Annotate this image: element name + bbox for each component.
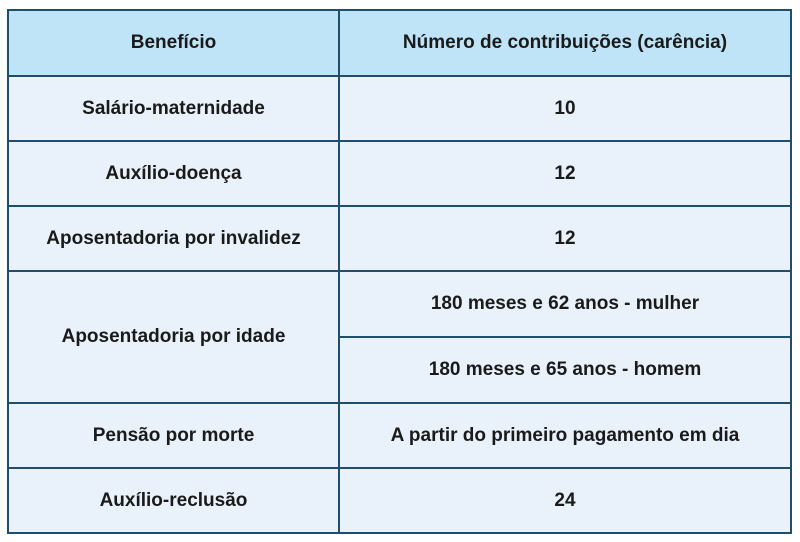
cell-carencia: 12 bbox=[338, 205, 792, 272]
table-row: Salário-maternidade 10 bbox=[7, 75, 792, 142]
table-row: 180 meses e 65 anos - homem bbox=[8, 336, 792, 404]
cell-carencia: 24 bbox=[338, 467, 792, 534]
table-row: Pensão por morte A partir do primeiro pa… bbox=[7, 402, 792, 469]
cell-beneficio: Salário-maternidade bbox=[7, 75, 340, 142]
cell-carencia: 10 bbox=[338, 75, 792, 142]
table-row: Aposentadoria por idade 180 meses e 62 a… bbox=[7, 270, 792, 404]
cell-beneficio: Auxílio-doença bbox=[7, 140, 340, 207]
benefits-table: Benefício Número de contribuições (carên… bbox=[7, 9, 792, 534]
header-beneficio: Benefício bbox=[7, 9, 340, 77]
cell-carencia: 180 meses e 62 anos - mulher bbox=[338, 270, 792, 338]
table-row: Aposentadoria por invalidez 12 bbox=[7, 205, 792, 272]
table-row: Auxílio-doença 12 bbox=[7, 140, 792, 207]
cell-beneficio: Auxílio-reclusão bbox=[7, 467, 340, 534]
table-row: Auxílio-reclusão 24 bbox=[7, 467, 792, 534]
cell-carencia: A partir do primeiro pagamento em dia bbox=[338, 402, 792, 469]
cell-beneficio: Pensão por morte bbox=[7, 402, 340, 469]
table-header-row: Benefício Número de contribuições (carên… bbox=[7, 9, 792, 77]
cell-carencia: 180 meses e 65 anos - homem bbox=[338, 336, 792, 404]
cell-carencia: 12 bbox=[338, 140, 792, 207]
cell-beneficio: Aposentadoria por invalidez bbox=[7, 205, 340, 272]
cell-beneficio: Aposentadoria por idade bbox=[7, 270, 340, 404]
header-carencia: Número de contribuições (carência) bbox=[338, 9, 792, 77]
